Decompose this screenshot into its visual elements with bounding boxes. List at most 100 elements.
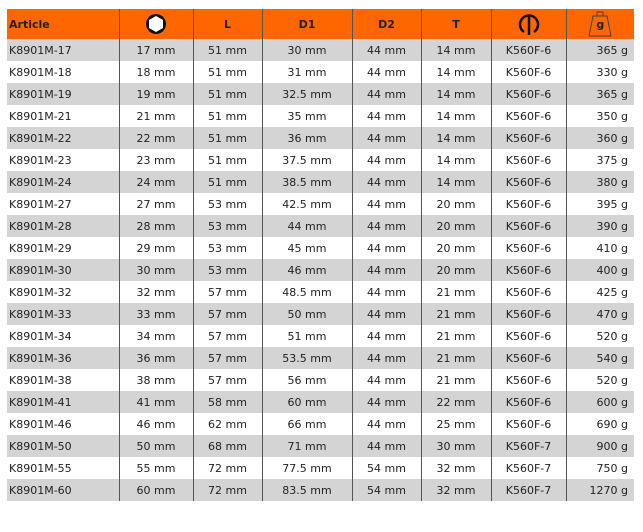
cell-d1: 30 mm xyxy=(262,39,353,61)
cell-d2: 54 mm xyxy=(352,479,422,501)
cell-d2: 44 mm xyxy=(352,259,422,281)
cell-weight: 365 g xyxy=(566,83,634,105)
cell-article: K8901M-41 xyxy=(7,391,120,413)
cell-length: 51 mm xyxy=(193,127,263,149)
cell-size: 27 mm xyxy=(119,193,194,215)
cell-drive: K560F-6 xyxy=(491,259,567,281)
table-row: K8901M-29 29 mm 53 mm 45 mm 44 mm 20 mm K560F-… xyxy=(7,237,634,259)
cell-size: 17 mm xyxy=(119,39,194,61)
cell-d2: 44 mm xyxy=(352,149,422,171)
cell-length: 53 mm xyxy=(193,215,263,237)
cell-length: 51 mm xyxy=(193,171,263,193)
cell-d1: 36 mm xyxy=(262,127,353,149)
cell-t: 21 mm xyxy=(421,347,492,369)
table-row: K8901M-23 23 mm 51 mm 37.5 mm 44 mm 14 mm K560… xyxy=(7,149,634,171)
cell-weight: 600 g xyxy=(566,391,634,413)
cell-weight: 520 g xyxy=(596,329,628,343)
cell-d2: 44 mm xyxy=(352,303,422,325)
cell-size: 30 mm xyxy=(119,259,194,281)
cell-article: K8901M-21 xyxy=(7,105,120,127)
cell-size: 29 mm xyxy=(119,237,194,259)
cell-weight: 425 g xyxy=(596,285,628,299)
cell-article: K8901M-34 xyxy=(7,325,120,347)
cell-article: K8901M-36 xyxy=(7,347,120,369)
cell-d2: 54 mm xyxy=(352,457,422,479)
cell-d1: 53.5 mm xyxy=(262,347,353,369)
table-row: K8901M-41 41 mm 58 mm 60 mm 44 mm 22 mm K560F-… xyxy=(7,391,634,413)
cell-t: 20 mm xyxy=(421,237,492,259)
cell-t: 14 mm xyxy=(421,127,492,149)
cell-d1: 66 mm xyxy=(262,413,353,435)
cell-t: 32 mm xyxy=(421,457,492,479)
cell-d2: 44 mm xyxy=(352,391,422,413)
cell-d1: 46 mm xyxy=(262,259,353,281)
cell-drive: K560F-6 xyxy=(491,127,567,149)
table-row: K8901M-38 38 mm 57 mm 56 mm 44 mm 21 mm K560F-… xyxy=(7,369,634,391)
cell-weight: 410 g xyxy=(596,241,628,255)
cell-length: 68 mm xyxy=(193,435,263,457)
cell-d1: 48.5 mm xyxy=(262,281,353,303)
cell-size: 50 mm xyxy=(119,435,194,457)
cell-drive: K560F-6 xyxy=(491,413,567,435)
cell-length: 57 mm xyxy=(193,369,263,391)
cell-drive: K560F-6 xyxy=(491,171,567,193)
cell-t: 14 mm xyxy=(421,61,492,83)
cell-length: 51 mm xyxy=(193,39,263,61)
cell-t: 25 mm xyxy=(421,413,492,435)
cell-drive: K560F-6 xyxy=(491,347,567,369)
cell-length: 57 mm xyxy=(193,347,263,369)
header-t: T xyxy=(421,9,492,39)
cell-d1: 71 mm xyxy=(262,435,353,457)
cell-t: 20 mm xyxy=(421,215,492,237)
cell-size: 22 mm xyxy=(119,127,194,149)
cell-t: 14 mm xyxy=(421,83,492,105)
cell-size: 19 mm xyxy=(119,83,194,105)
table-row: K8901M-21 21 mm 51 mm 35 mm 44 mm 14 mm K560F-… xyxy=(7,105,634,127)
cell-drive: K560F-6 xyxy=(491,193,567,215)
cell-d1: 83.5 mm xyxy=(262,479,353,501)
cell-article: K8901M-46 xyxy=(7,413,120,435)
header-d1: D1 xyxy=(262,9,353,39)
cell-article: K8901M-38 xyxy=(7,369,120,391)
cell-weight: 900 g xyxy=(566,435,634,457)
cell-size: 36 mm xyxy=(119,347,194,369)
product-spec-table: Article L D1 D2 T g K8901M-17 17 mm 51 mm 3… xyxy=(7,9,634,501)
table-row: K8901M-55 55 mm 72 mm 77.5 mm 54 mm 32 mm K560… xyxy=(7,457,634,479)
cell-weight: 470 g xyxy=(566,303,634,325)
table-row: K8901M-30 30 mm 53 mm 46 mm 44 mm 20 mm K560F-… xyxy=(7,259,634,281)
cell-d2: 44 mm xyxy=(352,413,422,435)
cell-size: 18 mm xyxy=(119,61,194,83)
cell-d2: 44 mm xyxy=(352,369,422,391)
cell-size: 55 mm xyxy=(119,457,194,479)
cell-d1: 31 mm xyxy=(262,61,353,83)
cell-weight: 540 g xyxy=(566,347,634,369)
cell-size: 23 mm xyxy=(119,149,194,171)
cell-drive: K560F-7 xyxy=(491,435,567,457)
table-row: K8901M-36 36 mm 57 mm 53.5 mm 44 mm 21 mm K560… xyxy=(7,347,634,369)
cell-d1: 44 mm xyxy=(262,215,353,237)
cell-d2: 44 mm xyxy=(352,171,422,193)
cell-t: 14 mm xyxy=(421,39,492,61)
table-row: K8901M-60 60 mm 72 mm 83.5 mm 54 mm 32 mm K560… xyxy=(7,479,634,501)
cell-t: 20 mm xyxy=(421,193,492,215)
hexagon-icon xyxy=(120,13,193,35)
cell-d2: 44 mm xyxy=(352,127,422,149)
cell-drive: K560F-6 xyxy=(491,281,567,303)
cell-article: K8901M-60 xyxy=(7,479,120,501)
cell-d1: 77.5 mm xyxy=(262,457,353,479)
cell-length: 57 mm xyxy=(193,303,263,325)
cell-d2: 44 mm xyxy=(352,435,422,457)
table-row: K8901M-34 34 mm 57 mm 51 mm 44 mm 21 mm K560F-… xyxy=(7,325,634,347)
table-row: K8901M-17 17 mm 51 mm 30 mm 44 mm 14 mm K560F-… xyxy=(7,39,634,61)
cell-article: K8901M-24 xyxy=(7,171,120,193)
table-row: K8901M-22 22 mm 51 mm 36 mm 44 mm 14 mm K560F-… xyxy=(7,127,634,149)
cell-article: K8901M-23 xyxy=(7,149,120,171)
cell-article: K8901M-33 xyxy=(7,303,120,325)
table-row: K8901M-33 33 mm 57 mm 50 mm 44 mm 21 mm K560F-… xyxy=(7,303,634,325)
cell-article: K8901M-30 xyxy=(7,259,120,281)
cell-drive: K560F-6 xyxy=(491,369,567,391)
cell-drive: K560F-7 xyxy=(491,457,567,479)
weight-label: g xyxy=(596,17,605,31)
cell-article: K8901M-32 xyxy=(7,281,120,303)
cell-article: K8901M-55 xyxy=(7,457,120,479)
